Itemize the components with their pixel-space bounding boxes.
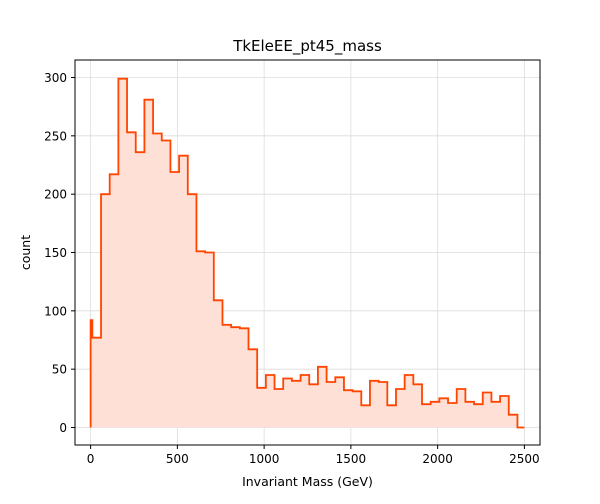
y-tick-label: 0	[59, 421, 67, 435]
y-axis-label: count	[18, 235, 33, 270]
histogram-step-line	[89, 77, 525, 429]
x-axis-label: Invariant Mass (GeV)	[242, 474, 373, 489]
histogram-fill	[90, 78, 525, 428]
x-axis: 0 500 1000 1500 2000 2500	[87, 445, 540, 466]
x-tick-label: 2500	[509, 452, 540, 466]
y-tick-label: 100	[44, 304, 67, 318]
x-tick-label: 0	[87, 452, 95, 466]
y-axis: 0 50 100 150 200 250 300	[44, 71, 75, 435]
chart-title: TkEleEE_pt45_mass	[232, 37, 382, 56]
series-step	[89, 77, 525, 429]
x-tick-label: 500	[166, 452, 189, 466]
y-tick-label: 250	[44, 129, 67, 143]
x-tick-label: 1500	[336, 452, 367, 466]
x-tick-label: 1000	[249, 452, 280, 466]
x-tick-label: 2000	[422, 452, 453, 466]
y-tick-label: 50	[52, 363, 67, 377]
y-tick-label: 300	[44, 71, 67, 85]
y-tick-label: 150	[44, 246, 67, 260]
y-tick-label: 200	[44, 188, 67, 202]
